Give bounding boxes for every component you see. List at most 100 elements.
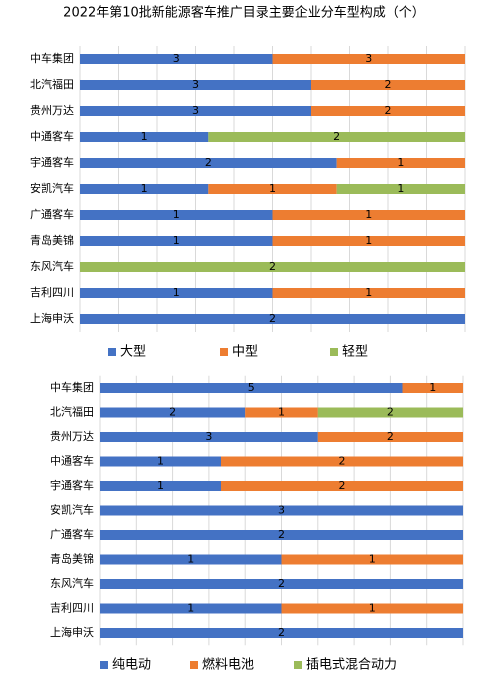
bar-segment <box>311 106 465 116</box>
data-label: 1 <box>429 381 436 394</box>
bar-segment <box>245 407 318 418</box>
y-tick-label: 中车集团 <box>50 380 94 394</box>
bar-segment <box>402 383 463 393</box>
bar-segment <box>311 80 465 90</box>
y-tick-label: 中车集团 <box>30 51 74 65</box>
bar-segment <box>100 603 282 614</box>
data-label: 1 <box>365 208 372 221</box>
y-tick-label: 安凯汽车 <box>50 503 94 517</box>
y-tick-label: 宇通客车 <box>50 478 94 492</box>
legend-marker <box>100 661 108 669</box>
bar-segment <box>317 407 463 418</box>
data-label: 3 <box>278 504 285 517</box>
bar-segment <box>281 554 463 565</box>
data-label: 1 <box>278 406 285 419</box>
bar-segment <box>80 184 209 194</box>
data-label: 1 <box>187 553 194 566</box>
data-label: 1 <box>141 182 148 195</box>
data-label: 2 <box>278 626 285 639</box>
data-label: 1 <box>173 234 180 247</box>
bar-segment <box>336 158 465 168</box>
data-label: 2 <box>339 479 346 492</box>
bar-segment <box>100 579 463 589</box>
data-label: 3 <box>192 104 199 117</box>
data-label: 1 <box>365 234 372 247</box>
data-label: 2 <box>269 312 276 325</box>
bar-segment <box>208 184 337 194</box>
bar-segment <box>221 481 463 491</box>
legend-label: 纯电动 <box>112 658 151 673</box>
legend-marker <box>190 661 198 669</box>
y-tick-label: 东风汽车 <box>50 576 94 590</box>
data-label: 2 <box>205 156 212 169</box>
legend-marker <box>108 348 116 356</box>
data-label: 1 <box>369 602 376 615</box>
bar-segment <box>100 554 282 565</box>
data-label: 2 <box>339 455 346 468</box>
data-label: 1 <box>141 130 148 143</box>
bar-segment <box>281 603 463 614</box>
bar-segment <box>80 288 273 298</box>
legend-marker <box>330 348 338 356</box>
legend-label: 大型 <box>120 345 146 360</box>
legend-label: 插电式混合动力 <box>306 658 397 673</box>
y-tick-label: 贵州万达 <box>30 104 74 117</box>
y-tick-label: 上海申沃 <box>30 311 74 325</box>
y-tick-label: 北汽福田 <box>30 77 74 91</box>
data-label: 1 <box>157 455 164 468</box>
data-label: 3 <box>192 78 199 91</box>
bar-segment <box>80 314 465 324</box>
legend-marker <box>294 661 302 669</box>
data-label: 1 <box>187 602 194 615</box>
data-label: 3 <box>205 430 212 443</box>
legend-label: 轻型 <box>342 345 368 360</box>
legend-label: 中型 <box>232 345 258 360</box>
bar-segment <box>100 628 463 638</box>
bar-segment <box>80 106 311 116</box>
data-label: 5 <box>248 381 255 394</box>
y-tick-label: 宇通客车 <box>30 155 74 169</box>
data-label: 2 <box>278 528 285 541</box>
y-tick-label: 北汽福田 <box>50 405 94 419</box>
data-label: 1 <box>397 156 404 169</box>
y-tick-label: 青岛美锦 <box>50 552 94 566</box>
bar-segment <box>100 505 463 516</box>
data-label: 1 <box>173 286 180 299</box>
bar-segment <box>80 262 465 272</box>
bar-segment <box>100 383 403 393</box>
bar-segment <box>272 236 465 246</box>
bar-segment <box>100 407 246 418</box>
y-tick-label: 贵州万达 <box>50 430 94 443</box>
y-tick-label: 吉利四川 <box>50 602 94 615</box>
data-label: 3 <box>365 52 372 65</box>
bar-segment <box>100 481 221 491</box>
data-label: 1 <box>365 286 372 299</box>
y-tick-label: 广通客车 <box>50 527 94 541</box>
bar-segment <box>80 158 337 168</box>
data-label: 2 <box>169 406 176 419</box>
bar-segment <box>80 132 209 142</box>
y-tick-label: 中通客车 <box>50 454 94 468</box>
bar-segment <box>80 210 273 220</box>
bar-segment <box>336 184 465 194</box>
chart-title: 2022年第10批新能源客车推广目录主要企业分车型构成（个） <box>63 5 425 21</box>
bar-segment <box>317 432 463 442</box>
bar-segment <box>272 54 465 64</box>
bar-segment <box>80 54 273 64</box>
data-label: 2 <box>269 260 276 273</box>
y-tick-label: 安凯汽车 <box>30 181 74 195</box>
legend-label: 燃料电池 <box>202 657 254 673</box>
bar-segment <box>272 210 465 220</box>
bar-segment <box>208 132 466 142</box>
y-tick-label: 中通客车 <box>30 129 74 143</box>
data-label: 1 <box>369 553 376 566</box>
bar-segment <box>100 456 221 467</box>
bar-segment <box>272 288 465 298</box>
y-tick-label: 东风汽车 <box>30 259 74 273</box>
y-tick-label: 广通客车 <box>30 207 74 221</box>
data-label: 1 <box>397 182 404 195</box>
data-label: 2 <box>387 430 394 443</box>
data-label: 3 <box>173 52 180 65</box>
legend-marker <box>220 348 228 356</box>
